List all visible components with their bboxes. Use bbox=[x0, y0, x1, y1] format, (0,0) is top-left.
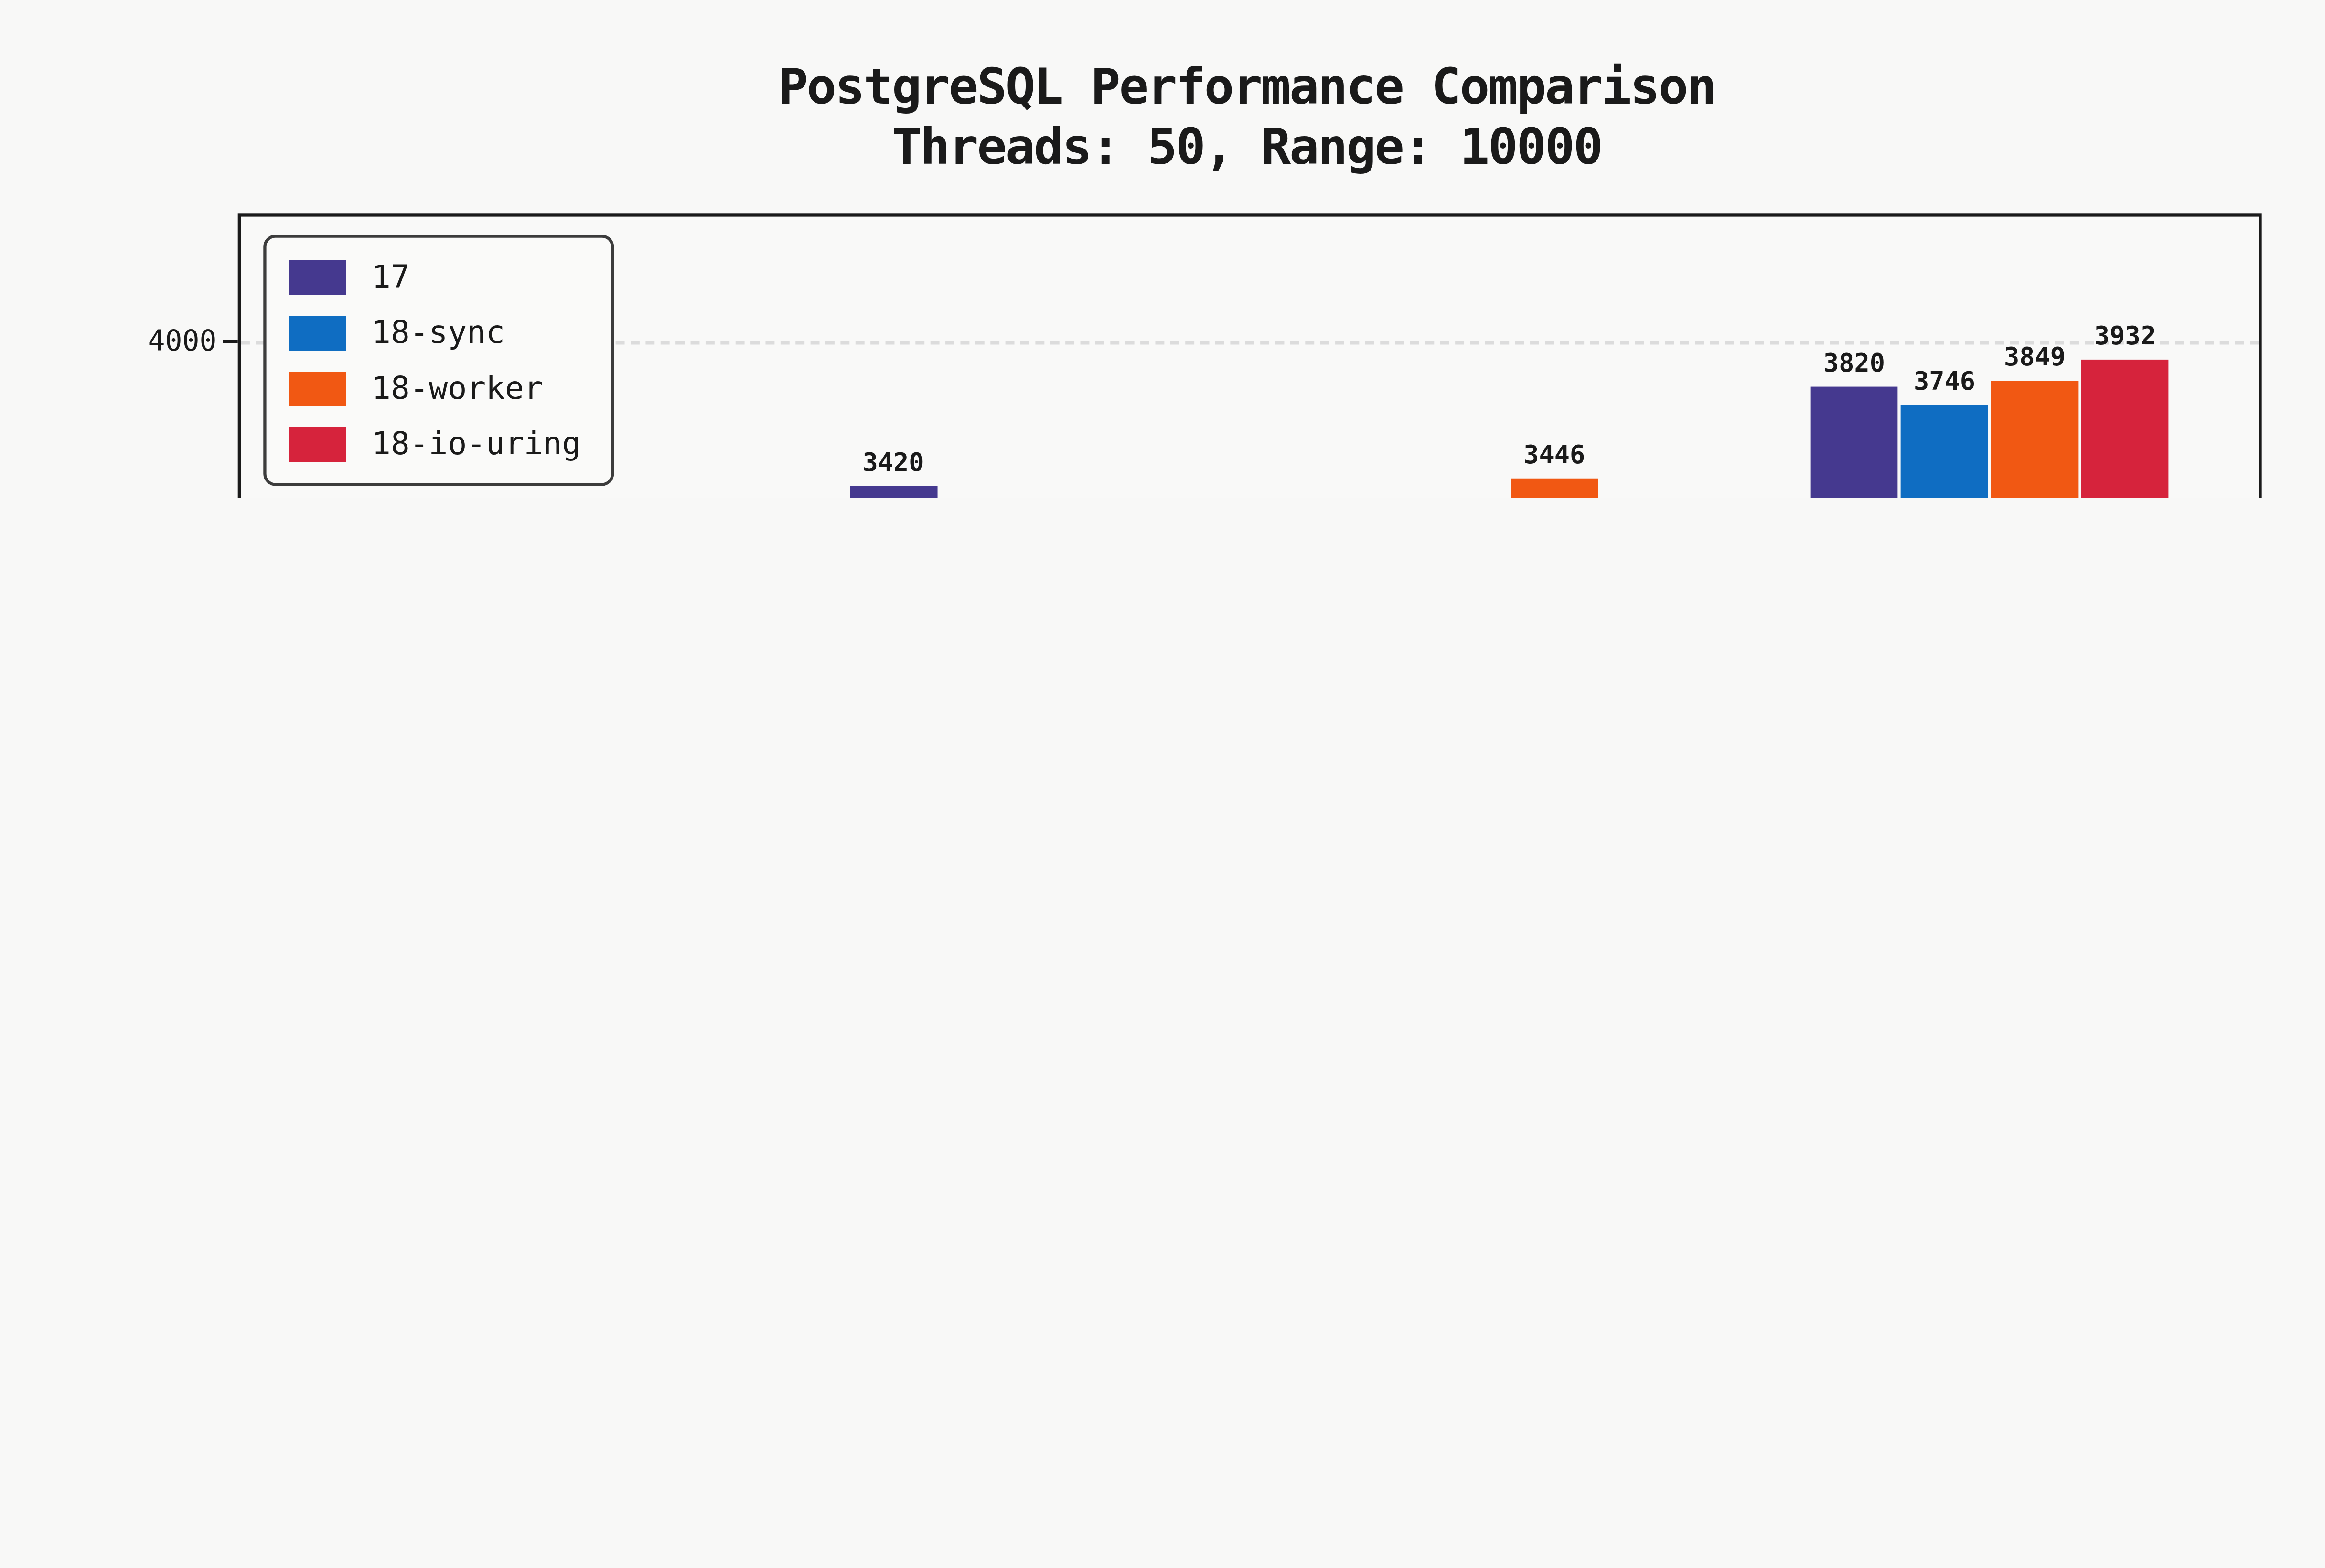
ytick-label-4000: 4000 bbox=[0, 324, 217, 357]
bar-value-label: 3420 bbox=[863, 446, 924, 476]
chart-title-line2: Threads: 50, Range: 10000 bbox=[238, 117, 2256, 178]
bar-18-worker-group4 bbox=[1991, 380, 2079, 498]
legend-label-18-sync: 18-sync bbox=[372, 314, 505, 351]
chart-title: PostgreSQL Performance Comparison Thread… bbox=[238, 57, 2256, 178]
bar-value-label: 3932 bbox=[2094, 321, 2156, 351]
legend-swatch-18-io-uring bbox=[289, 427, 346, 461]
legend-item-18-worker: 18-worker bbox=[289, 370, 581, 406]
bar-value-label: 3849 bbox=[2004, 341, 2066, 371]
chart-title-line1: PostgreSQL Performance Comparison bbox=[238, 57, 2256, 117]
bar-value-label: 3820 bbox=[1823, 348, 1885, 378]
legend-swatch-18-worker bbox=[289, 371, 346, 405]
legend-swatch-18-sync bbox=[289, 315, 346, 350]
bar-18-worker-group3 bbox=[1511, 479, 1598, 498]
bar-18-io-uring-group4 bbox=[2081, 360, 2169, 498]
bar-value-label: 3224 bbox=[1134, 494, 1195, 498]
bar-value-label: 3446 bbox=[1523, 440, 1585, 470]
legend: 17 18-sync 18-worker 18-io-uring bbox=[263, 235, 614, 486]
legend-label-18-io-uring: 18-io-uring bbox=[372, 426, 581, 462]
bar-value-label: 3746 bbox=[1914, 366, 1975, 396]
legend-swatch-17 bbox=[289, 259, 346, 294]
figure: PostgreSQL Performance Comparison Thread… bbox=[0, 0, 2325, 498]
legend-item-18-sync: 18-sync bbox=[289, 314, 581, 351]
ytick-mark-4000 bbox=[223, 340, 238, 343]
legend-label-18-worker: 18-worker bbox=[372, 370, 543, 406]
bar-17-group2 bbox=[850, 485, 937, 498]
plot-area: 1294139113951131342031443133322431352700… bbox=[238, 213, 2262, 498]
legend-item-18-io-uring: 18-io-uring bbox=[289, 426, 581, 462]
bar-17-group4 bbox=[1811, 387, 1898, 498]
legend-item-17: 17 bbox=[289, 259, 581, 295]
legend-label-17: 17 bbox=[372, 259, 410, 295]
bar-18-sync-group4 bbox=[1901, 405, 1988, 498]
